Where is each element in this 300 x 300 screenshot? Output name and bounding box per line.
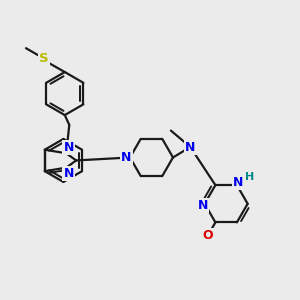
- Text: H: H: [245, 172, 254, 182]
- Text: O: O: [202, 229, 213, 242]
- Text: N: N: [185, 140, 196, 154]
- Text: N: N: [64, 167, 74, 180]
- Text: S: S: [39, 52, 49, 65]
- Text: N: N: [198, 199, 208, 212]
- Text: N: N: [121, 151, 132, 164]
- Text: N: N: [64, 141, 74, 154]
- Text: N: N: [233, 176, 244, 189]
